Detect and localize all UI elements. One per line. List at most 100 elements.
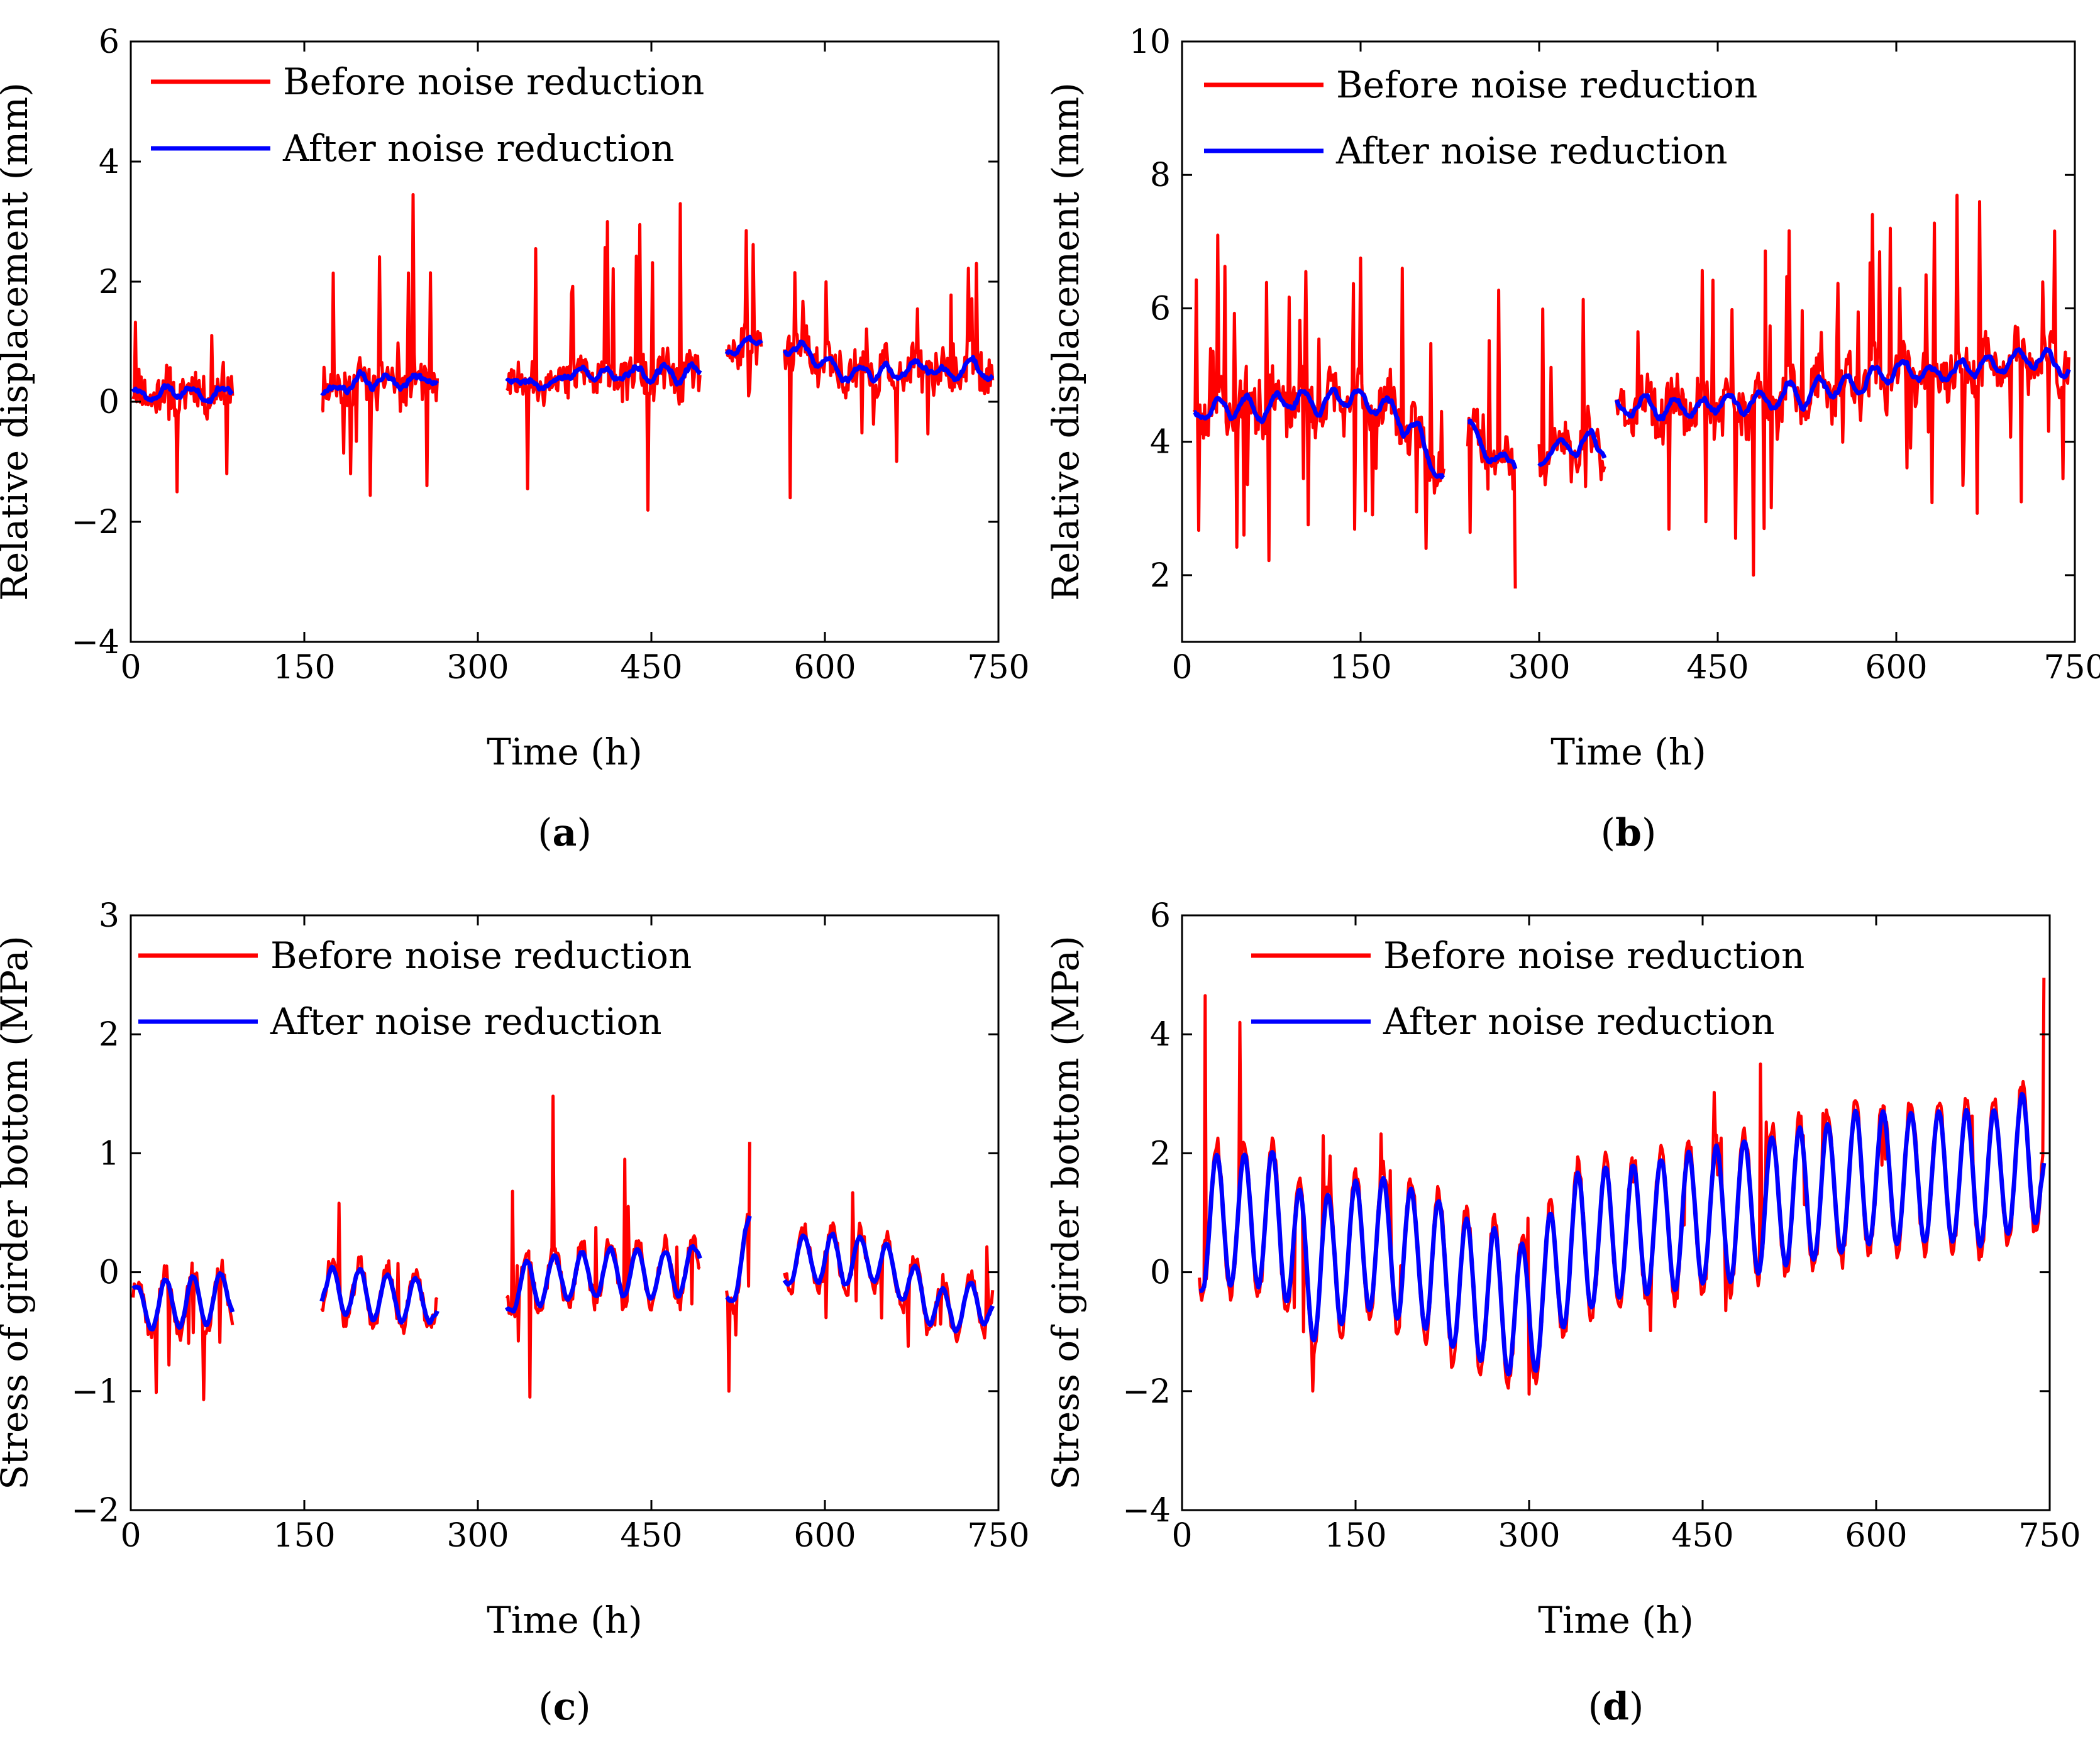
x-tick-label: 150 — [1329, 649, 1391, 687]
x-tick-label: 750 — [967, 649, 1029, 687]
panel-label-c: (c) — [538, 1685, 590, 1729]
x-tick-label: 600 — [1865, 649, 1927, 687]
series-before-line — [321, 193, 439, 497]
plot-frame — [130, 40, 1000, 643]
x-tick-label: 150 — [273, 1517, 335, 1555]
x-tick-label: 600 — [793, 1517, 856, 1555]
series-before-line — [725, 1142, 751, 1393]
x-tick-label: 750 — [967, 1517, 1029, 1555]
series-layer — [131, 1095, 995, 1401]
panel-letter: b — [1615, 811, 1642, 855]
y-tick-label: −4 — [71, 624, 119, 661]
y-tick-label: 6 — [1150, 897, 1171, 935]
y-tick-label: −2 — [1122, 1373, 1171, 1411]
legend-after-label: After noise reduction — [1383, 1000, 1775, 1043]
y-tick-label: −1 — [71, 1373, 119, 1411]
y-tick-label: 2 — [1150, 557, 1171, 595]
x-tick-label: 450 — [620, 649, 682, 687]
legend-after-label: After noise reduction — [270, 1000, 662, 1043]
y-tick-label: 2 — [1150, 1135, 1171, 1172]
x-axis-title: Time (h) — [1550, 731, 1706, 773]
y-tick-label: 0 — [1150, 1254, 1171, 1292]
y-tick-label: −2 — [71, 1492, 119, 1530]
plot-frame — [1181, 914, 2051, 1511]
series-after-line — [319, 1264, 439, 1325]
x-axis-title: Time (h) — [487, 731, 643, 773]
chart-panel-b: Before noise reduction After noise reduc… — [1044, 23, 2100, 855]
series-after-line — [320, 368, 439, 396]
legend-after-label: After noise reduction — [1335, 130, 1728, 172]
legend-before-label: Before noise reduction — [1383, 934, 1804, 977]
panel-label-d: (d) — [1588, 1685, 1644, 1729]
y-tick-label: 4 — [1150, 1016, 1171, 1054]
x-tick-label: 450 — [1671, 1517, 1733, 1555]
series-after-line — [724, 334, 763, 357]
series-before-line — [131, 321, 235, 494]
series-layer — [1198, 978, 2047, 1396]
series-after-line — [505, 361, 702, 392]
chart-panel-c: Before noise reduction After noise reduc… — [0, 897, 1030, 1729]
series-after-line — [1537, 428, 1607, 468]
y-tick-label: 3 — [99, 897, 119, 935]
series-after-line — [504, 1244, 702, 1314]
series-after-line — [1466, 418, 1518, 470]
series-before-line — [783, 1191, 995, 1348]
series-before-line — [725, 229, 763, 398]
series-after-line — [1198, 1091, 2047, 1377]
plot-frame — [130, 914, 1000, 1511]
x-tick-label: 0 — [1171, 649, 1192, 687]
y-tick-label: 2 — [99, 1016, 119, 1054]
series-before-line — [1615, 194, 2070, 577]
y-tick-label: 1 — [99, 1135, 119, 1172]
y-tick-label: −2 — [71, 504, 119, 541]
series-before-line — [1192, 233, 1445, 563]
panel-letter: a — [553, 811, 577, 855]
series-after-line — [131, 383, 234, 405]
x-tick-label: 300 — [1508, 649, 1570, 687]
x-tick-label: 750 — [2018, 1517, 2081, 1555]
y-axis-title: Stress of girder bottom (MPa) — [0, 935, 36, 1490]
y-tick-label: 0 — [99, 383, 119, 421]
series-after-line — [782, 339, 995, 384]
y-tick-label: 0 — [99, 1254, 119, 1292]
panel-letter: c — [553, 1685, 577, 1729]
x-tick-label: 150 — [1324, 1517, 1386, 1555]
series-layer — [131, 193, 995, 512]
y-tick-label: 6 — [99, 23, 119, 61]
y-axis-title: Stress of girder bottom (MPa) — [1044, 935, 1087, 1490]
panel-label-b: (b) — [1601, 811, 1657, 855]
series-before-line — [505, 1095, 701, 1399]
series-after-line — [725, 1215, 752, 1303]
panel-letter: d — [1603, 1685, 1629, 1729]
x-tick-label: 300 — [446, 649, 509, 687]
legend-before-label: Before noise reduction — [270, 934, 692, 977]
y-tick-label: 2 — [99, 263, 119, 301]
series-before-line — [506, 202, 702, 512]
y-axis-title: Relative displacement (mm) — [1044, 82, 1087, 601]
x-tick-label: 0 — [120, 649, 141, 687]
x-tick-label: 450 — [620, 1517, 682, 1555]
y-tick-label: 4 — [1150, 424, 1171, 461]
legend-after-label: After noise reduction — [282, 127, 675, 170]
panel-label-a: (a) — [538, 811, 592, 855]
x-tick-label: 600 — [793, 649, 856, 687]
x-tick-label: 300 — [446, 1517, 509, 1555]
x-tick-label: 0 — [1171, 1517, 1192, 1555]
x-tick-label: 450 — [1686, 649, 1749, 687]
series-after-line — [1193, 387, 1445, 480]
legend-before-label: Before noise reduction — [283, 60, 704, 103]
series-before-line — [1466, 289, 1517, 589]
x-axis-title: Time (h) — [1538, 1599, 1694, 1641]
series-after-line — [782, 1232, 995, 1334]
y-axis-title: Relative displacement (mm) — [0, 82, 36, 601]
series-after-line — [1614, 346, 2071, 422]
x-axis-title: Time (h) — [487, 1599, 643, 1641]
series-before-line — [320, 1201, 439, 1335]
x-tick-label: 0 — [120, 1517, 141, 1555]
series-layer — [1192, 194, 2071, 589]
series-before-line — [783, 262, 995, 500]
x-tick-label: 300 — [1498, 1517, 1560, 1555]
chart-panel-a: Before noise reduction After noise reduc… — [0, 23, 1030, 855]
y-tick-label: 10 — [1129, 23, 1171, 61]
